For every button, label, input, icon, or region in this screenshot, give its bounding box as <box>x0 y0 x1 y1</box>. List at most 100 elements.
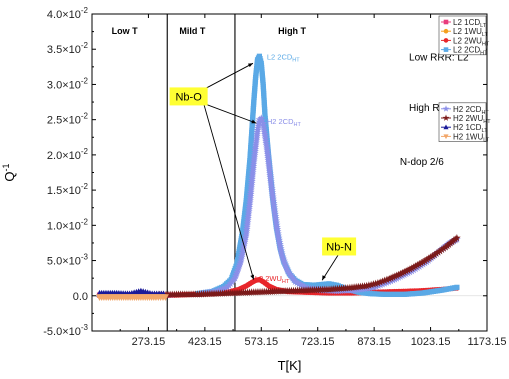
legend-marker <box>443 47 449 52</box>
series-annotation-main: L2 2CD <box>267 52 293 61</box>
data-point <box>400 270 409 279</box>
y-tick-label: 1.5×10-2 <box>47 182 89 197</box>
callout-arrow <box>203 102 257 124</box>
legend-label: H2 1CDLT <box>453 123 488 134</box>
data-point <box>438 245 446 254</box>
legend-label-sub: HT <box>482 41 490 47</box>
data-point <box>453 233 461 242</box>
data-point <box>424 254 433 262</box>
legend-item: L2 2WUHT <box>441 36 490 47</box>
x-tick-label: 1023.15 <box>411 336 451 348</box>
legend-marker <box>443 38 449 43</box>
y-tick-exponent: -2 <box>81 41 89 50</box>
legend-label-sub: HT <box>481 110 489 116</box>
data-point <box>415 262 424 270</box>
legend-item: H2 1CDLT <box>441 123 488 134</box>
y-tick-exponent: -2 <box>81 182 89 191</box>
callout-arrow <box>203 62 254 90</box>
data-point <box>400 268 409 276</box>
legend-label: H2 1WULT <box>453 132 490 143</box>
data-point <box>382 278 391 286</box>
y-tick-exponent: -3 <box>81 253 89 262</box>
data-point <box>385 274 394 283</box>
data-point <box>376 280 385 289</box>
y-tick-label: 5.0×10-3 <box>47 253 89 268</box>
data-point <box>242 227 251 235</box>
region-label: Mild T <box>179 26 205 36</box>
data-point <box>402 269 410 278</box>
data-point <box>421 256 429 265</box>
series-annotation-main: H2 2CD <box>267 117 294 126</box>
data-point <box>244 212 253 220</box>
data-point <box>285 268 293 277</box>
data-point <box>406 265 414 273</box>
y-axis-title-main: Q <box>2 171 17 181</box>
callout-arrow <box>203 103 255 280</box>
note-text: N-dop 2/6 <box>400 157 444 168</box>
callout-arrowhead <box>247 63 253 68</box>
data-point <box>374 281 383 290</box>
y-tick-mantissa: 2.0×10 <box>47 150 81 162</box>
legend-marker <box>443 134 449 140</box>
x-tick-label: 273.15 <box>132 336 166 348</box>
y-tick-exponent: -2 <box>81 217 89 226</box>
data-point <box>244 209 253 218</box>
series-annotation-sub: HT <box>292 57 300 63</box>
data-point <box>389 273 397 281</box>
data-point <box>298 281 307 290</box>
x-axis-title: T[K] <box>278 358 302 373</box>
legend-label-sub: LT <box>483 137 490 143</box>
data-point <box>380 276 389 284</box>
data-point <box>161 294 169 302</box>
data-point <box>372 282 381 290</box>
y-tick-mantissa: 3.0×10 <box>47 79 81 91</box>
y-tick-mantissa: 4.0×10 <box>47 9 81 21</box>
data-point <box>296 280 305 289</box>
data-point <box>394 273 403 281</box>
data-point <box>243 218 252 227</box>
data-point <box>422 255 431 263</box>
series-annotation: L2 2CDHT <box>267 52 300 63</box>
callout-arrowhead <box>322 275 326 281</box>
data-point <box>255 115 264 123</box>
y-tick-label: 2.0×10-2 <box>47 147 89 162</box>
data-point <box>283 265 291 273</box>
data-point <box>216 285 225 294</box>
legend-item: H2 2CDHT <box>441 105 489 116</box>
y-tick-mantissa: 2.5×10 <box>47 115 81 127</box>
data-point <box>409 263 418 271</box>
callout-label: Nb-O <box>175 91 202 103</box>
data-point <box>362 281 371 290</box>
data-point <box>383 275 391 283</box>
legend-label-sub: LT <box>480 23 487 29</box>
data-point <box>417 258 426 267</box>
data-point <box>436 247 444 255</box>
legend-label-main: L2 2WU <box>453 36 482 45</box>
legend-label-main: L2 1WU <box>453 27 482 36</box>
data-point <box>387 274 395 282</box>
y-tick-label: 2.5×10-2 <box>47 112 89 127</box>
data-point <box>409 265 418 274</box>
series-h2-2wu-ht <box>155 233 461 299</box>
data-point <box>419 260 427 268</box>
data-point <box>430 250 439 259</box>
data-point <box>219 284 227 293</box>
series-annotation: H2 2CDHT <box>267 117 302 128</box>
data-point <box>398 268 407 277</box>
data-point <box>426 253 435 261</box>
y-tick-exponent: -3 <box>81 323 89 332</box>
legend-marker <box>443 28 449 34</box>
axes: -5.0×10-30.05.0×10-31.0×10-21.5×10-22.0×… <box>1 6 506 373</box>
y-axis-title-sup: -1 <box>1 163 11 171</box>
data-point <box>392 271 401 279</box>
data-point <box>279 254 288 263</box>
y-tick-exponent: -2 <box>81 6 89 15</box>
y-tick-mantissa: 0.0 <box>73 291 88 303</box>
data-point <box>378 277 387 285</box>
data-point <box>367 280 375 289</box>
data-point <box>370 283 378 291</box>
callout-arrowhead <box>250 274 254 280</box>
data-layer <box>96 53 461 302</box>
